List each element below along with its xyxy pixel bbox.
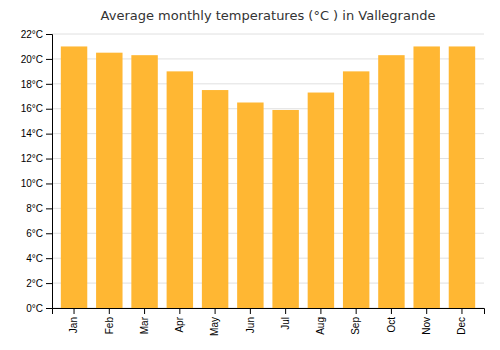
x-tick: Jun [245, 308, 256, 333]
bar [413, 46, 439, 308]
y-axis: 0°C 2°C 4°C 6°C 8°C 10°C 12°C 14°C 16°C 18°C 20°C 2… [21, 29, 53, 314]
y-tick: 2°C [26, 278, 52, 289]
x-tick-label: Apr [174, 316, 185, 332]
bar [202, 90, 228, 308]
bar [61, 46, 87, 308]
y-tick-label: 10°C [21, 178, 43, 189]
y-tick: 10°C [21, 178, 52, 189]
grid-line [52, 34, 484, 35]
x-tick-mark [426, 308, 427, 314]
y-tick-label: 16°C [21, 103, 43, 114]
x-tick: Jan [68, 308, 79, 333]
y-tick-mark [46, 34, 52, 35]
x-tick-label: Mar [139, 316, 150, 334]
x-tick-mark [109, 308, 110, 314]
y-tick-label: 8°C [26, 203, 43, 214]
bar [167, 71, 193, 308]
title: Average monthly temperatures (°C ) in Va… [101, 8, 436, 23]
y-axis-line [46, 35, 53, 309]
y-tick-label: 0°C [26, 303, 43, 314]
y-tick-label: 6°C [26, 228, 43, 239]
x-tick: Nov [421, 308, 432, 335]
y-tick: 16°C [21, 103, 52, 114]
bar [378, 55, 404, 308]
x-tick-mark [215, 308, 216, 314]
y-tick-mark [46, 134, 52, 135]
y-tick-mark [46, 159, 52, 160]
bars [61, 46, 475, 308]
x-tick: Apr [174, 308, 185, 333]
y-tick: 22°C [21, 29, 52, 40]
y-tick-mark [46, 183, 52, 184]
x-tick-mark [179, 308, 180, 314]
x-axis: Jan Feb Mar Apr May Jun Jul Aug Sep Oct Nov Dec [53, 308, 485, 336]
x-tick-mark [144, 308, 145, 314]
x-tick-label: Jun [245, 317, 256, 333]
x-tick-label: Nov [421, 317, 432, 335]
bar [308, 93, 334, 308]
bar [272, 110, 298, 308]
bar [449, 46, 475, 308]
y-tick: 18°C [21, 79, 52, 90]
y-tick-label: 22°C [21, 29, 43, 40]
y-tick-mark [46, 59, 52, 60]
y-tick: 14°C [21, 128, 52, 139]
y-tick-label: 12°C [21, 153, 43, 164]
y-tick: 6°C [26, 228, 52, 239]
x-tick: Oct [386, 308, 397, 333]
bar [343, 71, 369, 308]
x-tick: Feb [104, 308, 115, 334]
x-tick: Dec [456, 308, 467, 335]
y-tick-label: 18°C [21, 79, 43, 90]
x-tick: May [209, 308, 220, 336]
x-tick-mark [320, 308, 321, 314]
bar [131, 55, 157, 308]
y-tick: 4°C [26, 253, 52, 264]
bar [96, 53, 122, 308]
y-tick-label: 4°C [26, 253, 43, 264]
x-tick-label: Aug [315, 317, 326, 335]
x-tick-label: May [209, 317, 220, 336]
y-tick-mark [46, 84, 52, 85]
x-tick: Jul [280, 308, 291, 330]
y-tick-mark [46, 258, 52, 259]
x-tick: Mar [139, 308, 150, 334]
x-tick-mark [461, 308, 462, 314]
y-tick-label: 2°C [26, 278, 43, 289]
x-tick-label: Feb [104, 317, 115, 335]
plot-area: 0°C 2°C 4°C 6°C 8°C 10°C 12°C 14°C 16°C 18°C 20°C 2… [21, 29, 485, 336]
x-tick-mark [391, 308, 392, 314]
y-tick-label: 14°C [21, 128, 43, 139]
chart-container: 0°C 2°C 4°C 6°C 8°C 10°C 12°C 14°C 16°C 18°C 20°C 2… [0, 0, 500, 350]
y-tick: 12°C [21, 153, 52, 164]
y-tick-mark [46, 233, 52, 234]
y-tick-mark [46, 283, 52, 284]
y-tick: 20°C [21, 54, 52, 65]
y-tick-mark [46, 208, 52, 209]
bar [237, 103, 263, 309]
x-tick-label: Sep [350, 317, 361, 335]
x-tick-label: Dec [456, 317, 467, 335]
y-tick-mark [46, 109, 52, 110]
x-tick: Sep [350, 308, 361, 335]
x-tick-mark [285, 308, 286, 314]
x-tick-mark [356, 308, 357, 314]
x-tick-label: Jan [68, 317, 79, 333]
y-tick-label: 20°C [21, 54, 43, 65]
x-tick-label: Oct [386, 317, 397, 333]
y-tick-mark [46, 308, 52, 309]
x-axis-line [53, 309, 485, 315]
chart-svg: 0°C 2°C 4°C 6°C 8°C 10°C 12°C 14°C 16°C 18°C 20°C 2… [0, 0, 500, 350]
y-tick: 0°C [26, 303, 52, 314]
x-tick-mark [74, 308, 75, 314]
y-tick: 8°C [26, 203, 52, 214]
x-tick-label: Jul [280, 317, 291, 330]
grid [52, 34, 484, 308]
x-tick: Aug [315, 308, 326, 335]
x-tick-mark [250, 308, 251, 314]
